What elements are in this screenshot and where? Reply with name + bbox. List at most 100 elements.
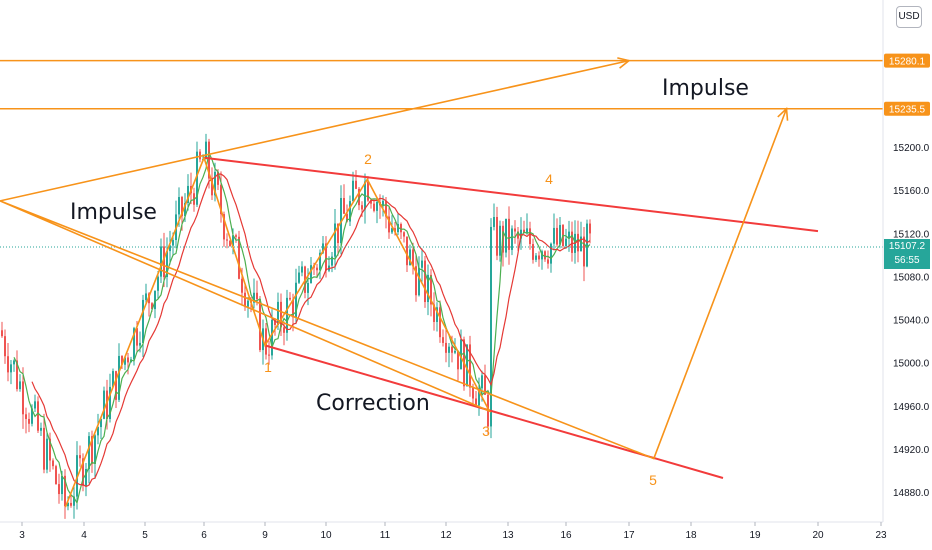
candle-body [544, 251, 546, 260]
candle-body [298, 272, 300, 283]
candle-body [316, 267, 318, 271]
channel-line-upper[interactable] [203, 156, 819, 233]
candle-body [265, 328, 267, 355]
candle-body [151, 303, 153, 310]
price-tick-label: 14960.0 [893, 402, 930, 413]
candle-body [67, 502, 69, 507]
candle-body [58, 484, 60, 495]
candle-body [442, 337, 444, 343]
time-tick-label: 19 [749, 530, 761, 541]
candle-body [589, 223, 591, 234]
candle-body [184, 203, 186, 217]
candle-body [49, 438, 51, 461]
elliott-wave-path[interactable] [0, 108, 788, 508]
candle-body [139, 342, 141, 346]
candle-body [400, 224, 402, 233]
candle-body [337, 223, 339, 244]
candle-body [97, 427, 99, 436]
candle-body [82, 458, 84, 486]
candle-body [214, 171, 216, 196]
price-axis-background [883, 0, 932, 550]
candle-body [46, 438, 48, 470]
candle-body [145, 293, 147, 300]
time-axis[interactable]: 3 4 5 6 9 10 11 12 13 16 17 18 19 20 23 [19, 522, 887, 541]
time-tick-label: 12 [440, 530, 452, 541]
alternate-arrowhead [617, 57, 631, 69]
candle-body [514, 228, 516, 232]
candle-body [85, 468, 87, 486]
candle-body [247, 300, 249, 307]
time-tick-label: 20 [812, 530, 824, 541]
candle-body [160, 246, 162, 277]
price-tick-label: 15120.0 [893, 229, 930, 240]
price-axis[interactable]: 15200.0 15160.0 15120.0 15080.0 15040.0 15000… [893, 143, 930, 499]
candle-body [100, 418, 102, 428]
candle-body [418, 267, 420, 296]
candle-body [115, 371, 117, 400]
candle-body [244, 292, 246, 307]
time-tick-label: 17 [623, 530, 635, 541]
candle-body [103, 390, 105, 419]
candle-body [499, 225, 501, 256]
candle-body [457, 350, 459, 370]
candle-body [571, 231, 573, 253]
level-price-badges: 15280.1 15235.5 [884, 53, 930, 116]
impulse-arrowhead [777, 107, 789, 121]
candle-body [235, 235, 237, 237]
candle-body [178, 197, 180, 215]
candle-body [568, 231, 570, 239]
candle-body [433, 304, 435, 322]
candle-body [508, 218, 510, 250]
candle-body [475, 398, 477, 406]
candle-body [271, 319, 273, 356]
candle-body [550, 243, 552, 264]
alternate-impulse-line[interactable] [0, 59, 630, 202]
candle-body [358, 188, 360, 206]
candle-body [172, 240, 174, 246]
candle-body [157, 276, 159, 291]
level-price-badge: 15280.1 [884, 53, 930, 68]
price-tick-label: 15160.0 [893, 186, 930, 197]
time-tick-label: 23 [875, 530, 887, 541]
candle-body [583, 236, 585, 267]
candle-body [436, 307, 438, 322]
candle-body [205, 141, 207, 159]
currency-button[interactable]: USD [896, 6, 922, 28]
candle-body [94, 435, 96, 464]
candle-body [553, 227, 555, 244]
wave-label-3: 3 [482, 423, 490, 439]
candle-body [79, 455, 81, 459]
price-tick-label: 14880.0 [893, 488, 930, 499]
candle-body [238, 236, 240, 279]
price-tick-label: 15000.0 [893, 359, 930, 370]
candle-body [391, 228, 393, 233]
candle-body [223, 214, 225, 240]
candle-body [394, 228, 396, 233]
candle-body [217, 171, 219, 185]
candle-body [331, 256, 333, 266]
candle-body [451, 346, 453, 353]
candle-body [208, 141, 210, 179]
candle-body [286, 297, 288, 333]
horizontal-levels [0, 59, 883, 110]
candle-body [22, 381, 24, 415]
level-badge-bg [884, 53, 930, 68]
candle-body [127, 357, 129, 363]
candle-body [484, 375, 486, 395]
candle-body [346, 213, 348, 222]
candle-body [343, 198, 345, 214]
candle-body [409, 249, 411, 266]
candle-body [424, 260, 426, 303]
candle-body [580, 236, 582, 252]
candle-body [283, 327, 285, 333]
candle-body [28, 418, 30, 424]
candle-body [535, 255, 537, 260]
candle-body [256, 292, 258, 300]
candle-body [154, 290, 156, 310]
candle-body [220, 184, 222, 215]
candle-body [136, 328, 138, 346]
level-badge-text: 15235.5 [889, 105, 926, 116]
candle-body [232, 235, 234, 246]
wave-label-5: 5 [649, 472, 657, 488]
